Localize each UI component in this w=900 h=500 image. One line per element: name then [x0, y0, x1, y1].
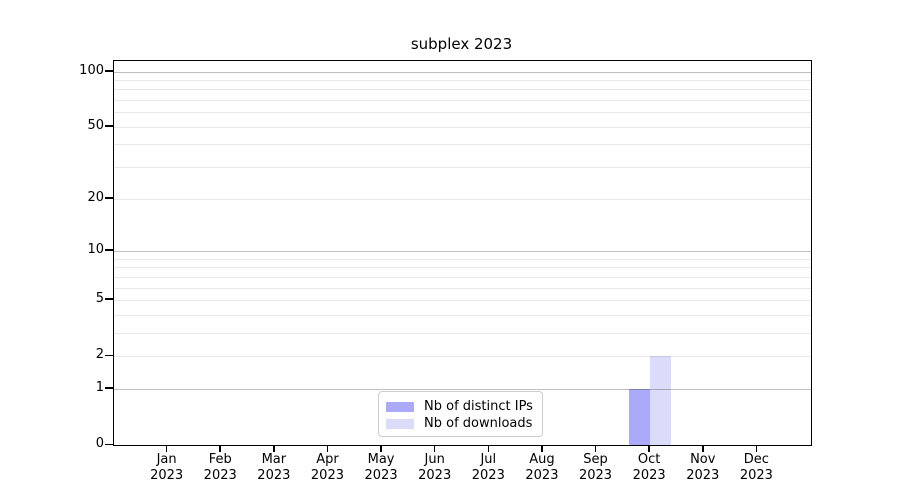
x-tick-year: 2023 [150, 467, 184, 483]
y-tick-label: 1 [95, 379, 104, 395]
gridline-minor [114, 332, 811, 334]
x-tick-month: Jul [480, 452, 497, 467]
gridline-minor [114, 314, 811, 316]
x-tick-label: Dec 2023 [724, 452, 788, 483]
x-tick [326, 445, 329, 452]
y-tick-label: 5 [95, 290, 104, 306]
x-tick-label: Feb 2023 [188, 452, 252, 483]
y-tick-label: 0 [95, 436, 104, 451]
gridline-minor [114, 126, 811, 128]
legend-label: Nb of distinct IPs [424, 399, 533, 414]
gridline-minor [114, 276, 811, 278]
x-tick-year: 2023 [578, 467, 613, 483]
x-tick [219, 445, 221, 452]
bar-downloads [650, 356, 672, 445]
x-tick-year: 2023 [471, 467, 505, 483]
x-tick [594, 445, 597, 452]
y-tick [105, 249, 113, 251]
chart-title: subplex 2023 [410, 35, 513, 53]
x-tick-year: 2023 [525, 467, 559, 483]
gridline-major [114, 71, 811, 73]
legend-row: Nb of downloads [386, 415, 542, 432]
gridline-minor [114, 287, 811, 289]
y-tick-label: 100 [79, 62, 104, 78]
x-tick [165, 445, 168, 452]
y-tick [105, 354, 113, 357]
gridline-minor [114, 198, 811, 200]
y-tick [105, 387, 113, 389]
gridline-major [114, 250, 811, 252]
x-tick-year: 2023 [203, 467, 237, 483]
x-tick [648, 445, 650, 452]
x-tick-year: 2023 [739, 467, 773, 483]
y-tick [105, 443, 113, 445]
x-tick [487, 445, 490, 452]
x-tick-month: Sep [583, 452, 608, 467]
x-tick-label: Oct 2023 [617, 452, 681, 483]
x-tick-month: Oct [637, 452, 661, 467]
x-tick-year: 2023 [310, 467, 344, 483]
x-tick [273, 445, 275, 452]
y-tick-label: 2 [95, 347, 104, 363]
gridline-minor [114, 79, 811, 81]
y-tick-label: 20 [87, 189, 104, 205]
legend-swatch [386, 418, 414, 429]
y-tick [105, 125, 113, 127]
gridline-minor [114, 167, 811, 169]
gridline-minor [114, 356, 811, 358]
x-tick-month: Jun [424, 452, 445, 467]
x-tick-label: Jan 2023 [135, 452, 199, 483]
y-tick [105, 70, 113, 72]
y-tick-label: 50 [87, 117, 104, 133]
x-tick-label: Apr 2023 [295, 452, 359, 483]
x-tick-month: Jan [156, 452, 177, 467]
plot-area [113, 60, 812, 446]
legend: Nb of distinct IPs Nb of downloads [378, 391, 543, 437]
x-tick-month: Aug [529, 452, 555, 467]
gridline-minor [114, 258, 811, 260]
x-tick-label: Nov 2023 [671, 452, 735, 483]
x-tick-month: Nov [690, 452, 716, 467]
x-tick-year: 2023 [257, 467, 291, 483]
bar-distinct-ips [629, 388, 651, 445]
gridline-major [114, 388, 811, 390]
x-tick-label: May 2023 [349, 452, 413, 483]
x-tick [433, 445, 436, 452]
x-tick-year: 2023 [686, 467, 720, 483]
x-tick-month: Dec [743, 452, 769, 467]
x-tick [380, 445, 382, 452]
gridline-minor [114, 144, 811, 146]
x-tick-label: Jun 2023 [403, 452, 467, 483]
y-tick-label: 10 [87, 241, 104, 257]
gridline-minor [114, 100, 811, 102]
x-tick [702, 445, 704, 452]
gridline-minor [114, 89, 811, 91]
x-tick [541, 445, 543, 452]
legend-row: Nb of distinct IPs [386, 398, 542, 415]
gridline-minor [114, 267, 811, 269]
x-tick-month: May [367, 452, 395, 467]
x-tick [755, 445, 758, 452]
x-tick-label: Sep 2023 [564, 452, 628, 483]
x-tick-month: Apr [316, 452, 339, 467]
x-tick-year: 2023 [418, 467, 452, 483]
legend-label: Nb of downloads [424, 416, 533, 431]
x-tick-year: 2023 [364, 467, 398, 483]
legend-swatch [386, 401, 414, 412]
x-tick-month: Mar [261, 452, 287, 467]
y-tick [105, 197, 113, 199]
x-tick-label: Aug 2023 [510, 452, 574, 483]
gridline-minor [114, 299, 811, 301]
x-tick-month: Feb [208, 452, 232, 467]
gridline-minor [114, 112, 811, 114]
x-tick-label: Jul 2023 [456, 452, 520, 483]
x-tick-year: 2023 [632, 467, 666, 483]
y-tick [105, 298, 113, 300]
x-tick-label: Mar 2023 [242, 452, 306, 483]
